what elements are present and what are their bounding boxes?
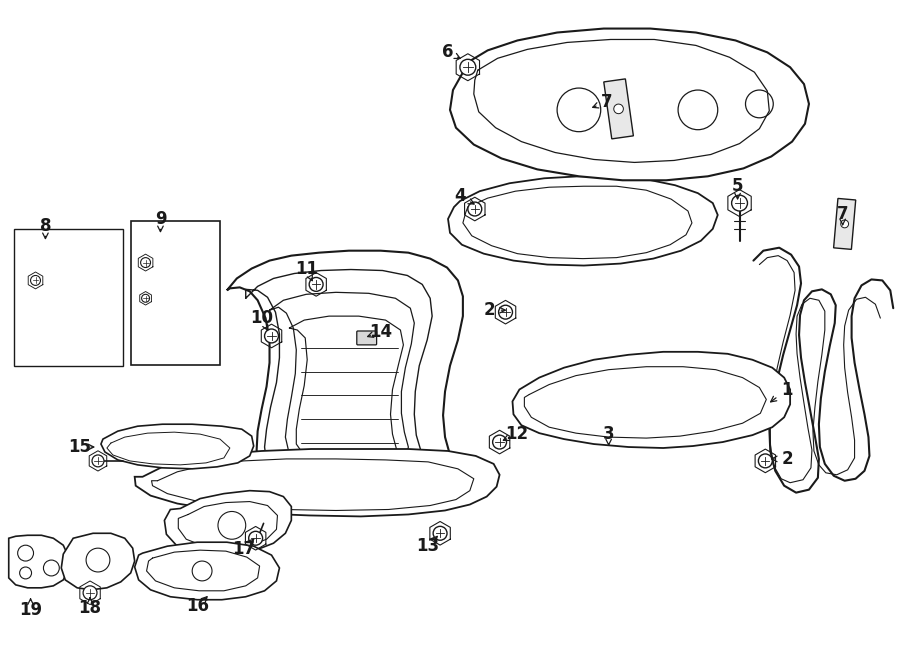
- Text: 15: 15: [68, 438, 92, 456]
- Text: 9: 9: [155, 210, 166, 228]
- Circle shape: [140, 258, 150, 267]
- Text: 1: 1: [781, 381, 793, 399]
- Text: 7: 7: [601, 93, 613, 111]
- Polygon shape: [448, 176, 717, 265]
- Circle shape: [759, 454, 772, 468]
- Text: 12: 12: [505, 425, 528, 443]
- Text: 2: 2: [781, 450, 793, 468]
- Text: 6: 6: [442, 43, 454, 62]
- Text: 13: 13: [417, 537, 440, 555]
- Circle shape: [31, 275, 40, 285]
- Text: 7: 7: [837, 205, 849, 223]
- Text: 19: 19: [19, 600, 42, 619]
- Bar: [14, 229, 122, 365]
- Circle shape: [433, 526, 447, 540]
- Circle shape: [614, 104, 624, 114]
- Circle shape: [248, 532, 263, 545]
- Text: 14: 14: [369, 323, 392, 341]
- Circle shape: [310, 277, 323, 291]
- Bar: [130, 221, 220, 365]
- Circle shape: [460, 60, 476, 75]
- Text: 5: 5: [732, 177, 743, 195]
- Polygon shape: [227, 251, 463, 506]
- Circle shape: [141, 295, 149, 303]
- Text: 3: 3: [603, 425, 615, 443]
- Circle shape: [83, 586, 97, 600]
- Text: 16: 16: [186, 596, 210, 615]
- Circle shape: [732, 195, 748, 211]
- Polygon shape: [512, 352, 790, 448]
- Circle shape: [468, 202, 482, 216]
- Polygon shape: [165, 491, 292, 555]
- Text: 2: 2: [484, 301, 496, 319]
- Polygon shape: [450, 28, 809, 180]
- Circle shape: [265, 329, 278, 343]
- Circle shape: [492, 435, 507, 449]
- Text: 17: 17: [232, 540, 256, 558]
- Polygon shape: [135, 449, 500, 516]
- Polygon shape: [9, 536, 68, 588]
- Text: 4: 4: [454, 187, 465, 205]
- Bar: [833, 199, 856, 250]
- FancyBboxPatch shape: [356, 331, 376, 345]
- Text: 10: 10: [250, 309, 273, 327]
- Text: 11: 11: [294, 260, 318, 277]
- Circle shape: [92, 455, 104, 467]
- Circle shape: [841, 220, 849, 228]
- Polygon shape: [61, 534, 135, 590]
- Text: 18: 18: [78, 598, 102, 617]
- Text: 8: 8: [40, 217, 51, 235]
- Polygon shape: [135, 542, 279, 600]
- Polygon shape: [101, 424, 254, 469]
- Bar: [604, 79, 634, 139]
- Circle shape: [499, 305, 512, 319]
